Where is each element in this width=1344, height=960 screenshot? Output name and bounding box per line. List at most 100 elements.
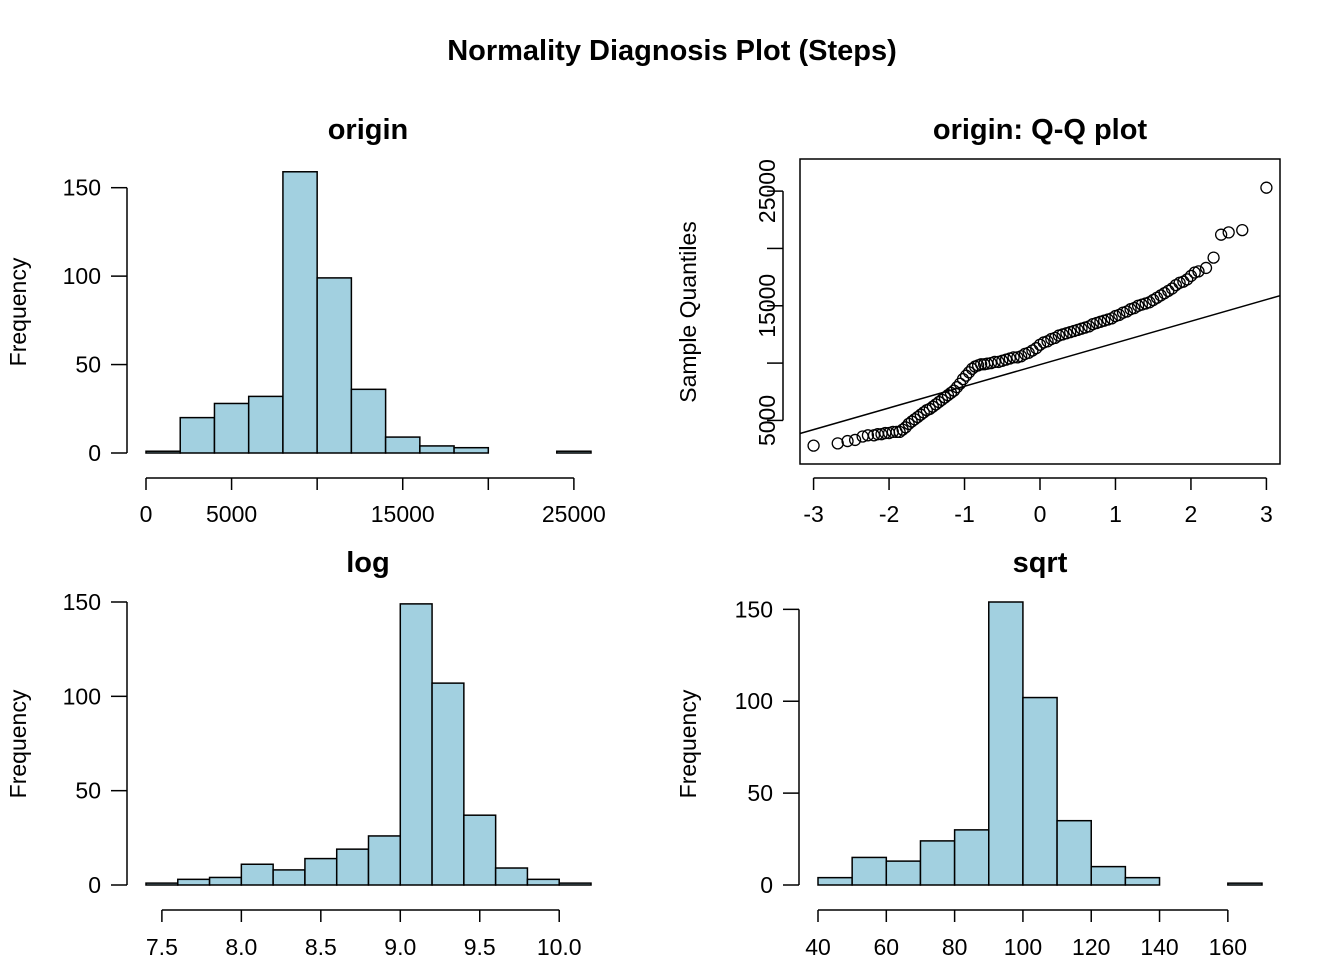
bars [817,601,1263,886]
x-tick-label: 7.5 [146,934,178,960]
x-tick-label: 0 [140,501,153,527]
y-axis-label: Sample Quantiles [675,221,701,403]
histogram-bar [919,840,956,886]
bars [145,171,592,454]
histogram-bar [1227,882,1263,886]
x-tick-label: 9.0 [384,934,416,960]
histogram-bar [1090,865,1127,886]
histogram-bar [419,445,455,454]
y-tick-label: 50 [747,780,773,806]
y-tick-label: 100 [735,688,773,714]
qq-point [1007,351,1020,364]
histogram-bar [367,835,402,886]
x-tick-label: 5000 [206,501,257,527]
histogram-bar [399,603,433,886]
histogram-bar [247,395,284,454]
histogram-bar [494,867,529,886]
histogram-bar [463,814,497,886]
histogram-bar [145,450,181,454]
qq-point [1222,226,1235,239]
qq-point [848,433,862,447]
y-tick-label: 5000 [754,395,780,446]
histogram-bar [988,601,1024,886]
histogram-bar [1124,876,1161,886]
histogram-bar [350,388,387,454]
histogram-bar [556,450,592,454]
histogram-bar [145,882,179,886]
qq-point [1181,273,1194,286]
y-tick-label: 150 [735,596,773,622]
x-tick-label: -2 [879,501,899,527]
qq-point [807,439,820,452]
x-tick-label: 40 [805,934,831,960]
histogram-bar [526,878,560,886]
y-tick-label: 15000 [754,274,780,338]
axes: 0 5000 15000 25000 0 50 100 150 [63,175,606,527]
qq-point [1260,181,1273,194]
y-tick-label: 50 [75,352,101,378]
histogram-bar [316,277,353,454]
x-tick-label: 10.0 [537,934,582,960]
y-tick-label: 100 [63,683,101,709]
x-tick-label: 1 [1109,501,1122,527]
figure-title: Normality Diagnosis Plot (Steps) [447,35,897,67]
qq-point [861,429,875,442]
y-axis-label: Frequency [5,689,31,798]
x-tick-label: -1 [954,501,974,527]
qq-point [950,381,964,394]
qq-point [1207,251,1220,264]
qq-point [917,406,930,419]
panel-qq-plot: origin: Q-Q plot Sample Quantiles -3 -2 -1… [675,114,1281,527]
x-tick-label: 2 [1185,501,1198,527]
x-tick-label: 15000 [371,501,435,527]
y-tick-label: 0 [88,872,101,898]
x-tick-label: 100 [1004,934,1042,960]
qq-point [988,355,1001,369]
y-tick-label: 150 [63,175,101,201]
histogram-bar [885,860,922,886]
qq-point [959,369,973,382]
histogram-bar [208,876,243,886]
x-tick-label: 80 [942,934,968,960]
y-axis-label: Frequency [5,257,31,366]
histogram-bar [1022,696,1058,886]
panel-title: origin: Q-Q plot [933,114,1148,146]
panel-origin-histogram: origin Frequency 0 5000 15000 25000 0 50 100 15… [5,114,606,527]
histogram-bar [384,436,421,454]
qq-point [974,358,988,371]
qq-point [1214,228,1228,241]
histogram-bar [817,876,853,886]
x-tick-label: 8.0 [225,934,257,960]
bars [145,603,592,886]
x-tick-label: -3 [803,501,823,527]
y-tick-label: 50 [75,778,101,804]
histogram-bar [304,857,338,886]
y-tick-label: 25000 [754,159,780,223]
x-tick-label: 0 [1034,501,1047,527]
y-tick-label: 0 [760,872,773,898]
qq-point [841,434,854,448]
qq-point [1236,223,1249,237]
x-tick-label: 25000 [542,501,606,527]
plot-frame [799,158,1281,465]
histogram-bar [953,829,990,886]
histogram-bar [213,402,250,454]
panel-title: origin [328,114,409,146]
y-tick-label: 0 [88,440,101,466]
y-tick-label: 150 [63,589,101,615]
qq-point [947,384,961,397]
axes: 7.5 8.0 8.5 9.0 9.5 10.0 0 50 100 150 [63,589,582,960]
panel-title: sqrt [1013,547,1068,579]
x-tick-label: 140 [1140,934,1178,960]
qq-point [831,437,844,450]
x-tick-label: 8.5 [305,934,337,960]
points [807,181,1273,452]
axes: 40 60 80 100 120 140 160 0 50 100 150 [735,596,1247,960]
x-tick-label: 120 [1072,934,1110,960]
histogram-bar [851,856,888,886]
reference-line [799,294,1281,435]
y-axis-label: Frequency [675,689,701,798]
histogram-bar [431,682,465,886]
histogram-bar [335,848,370,886]
